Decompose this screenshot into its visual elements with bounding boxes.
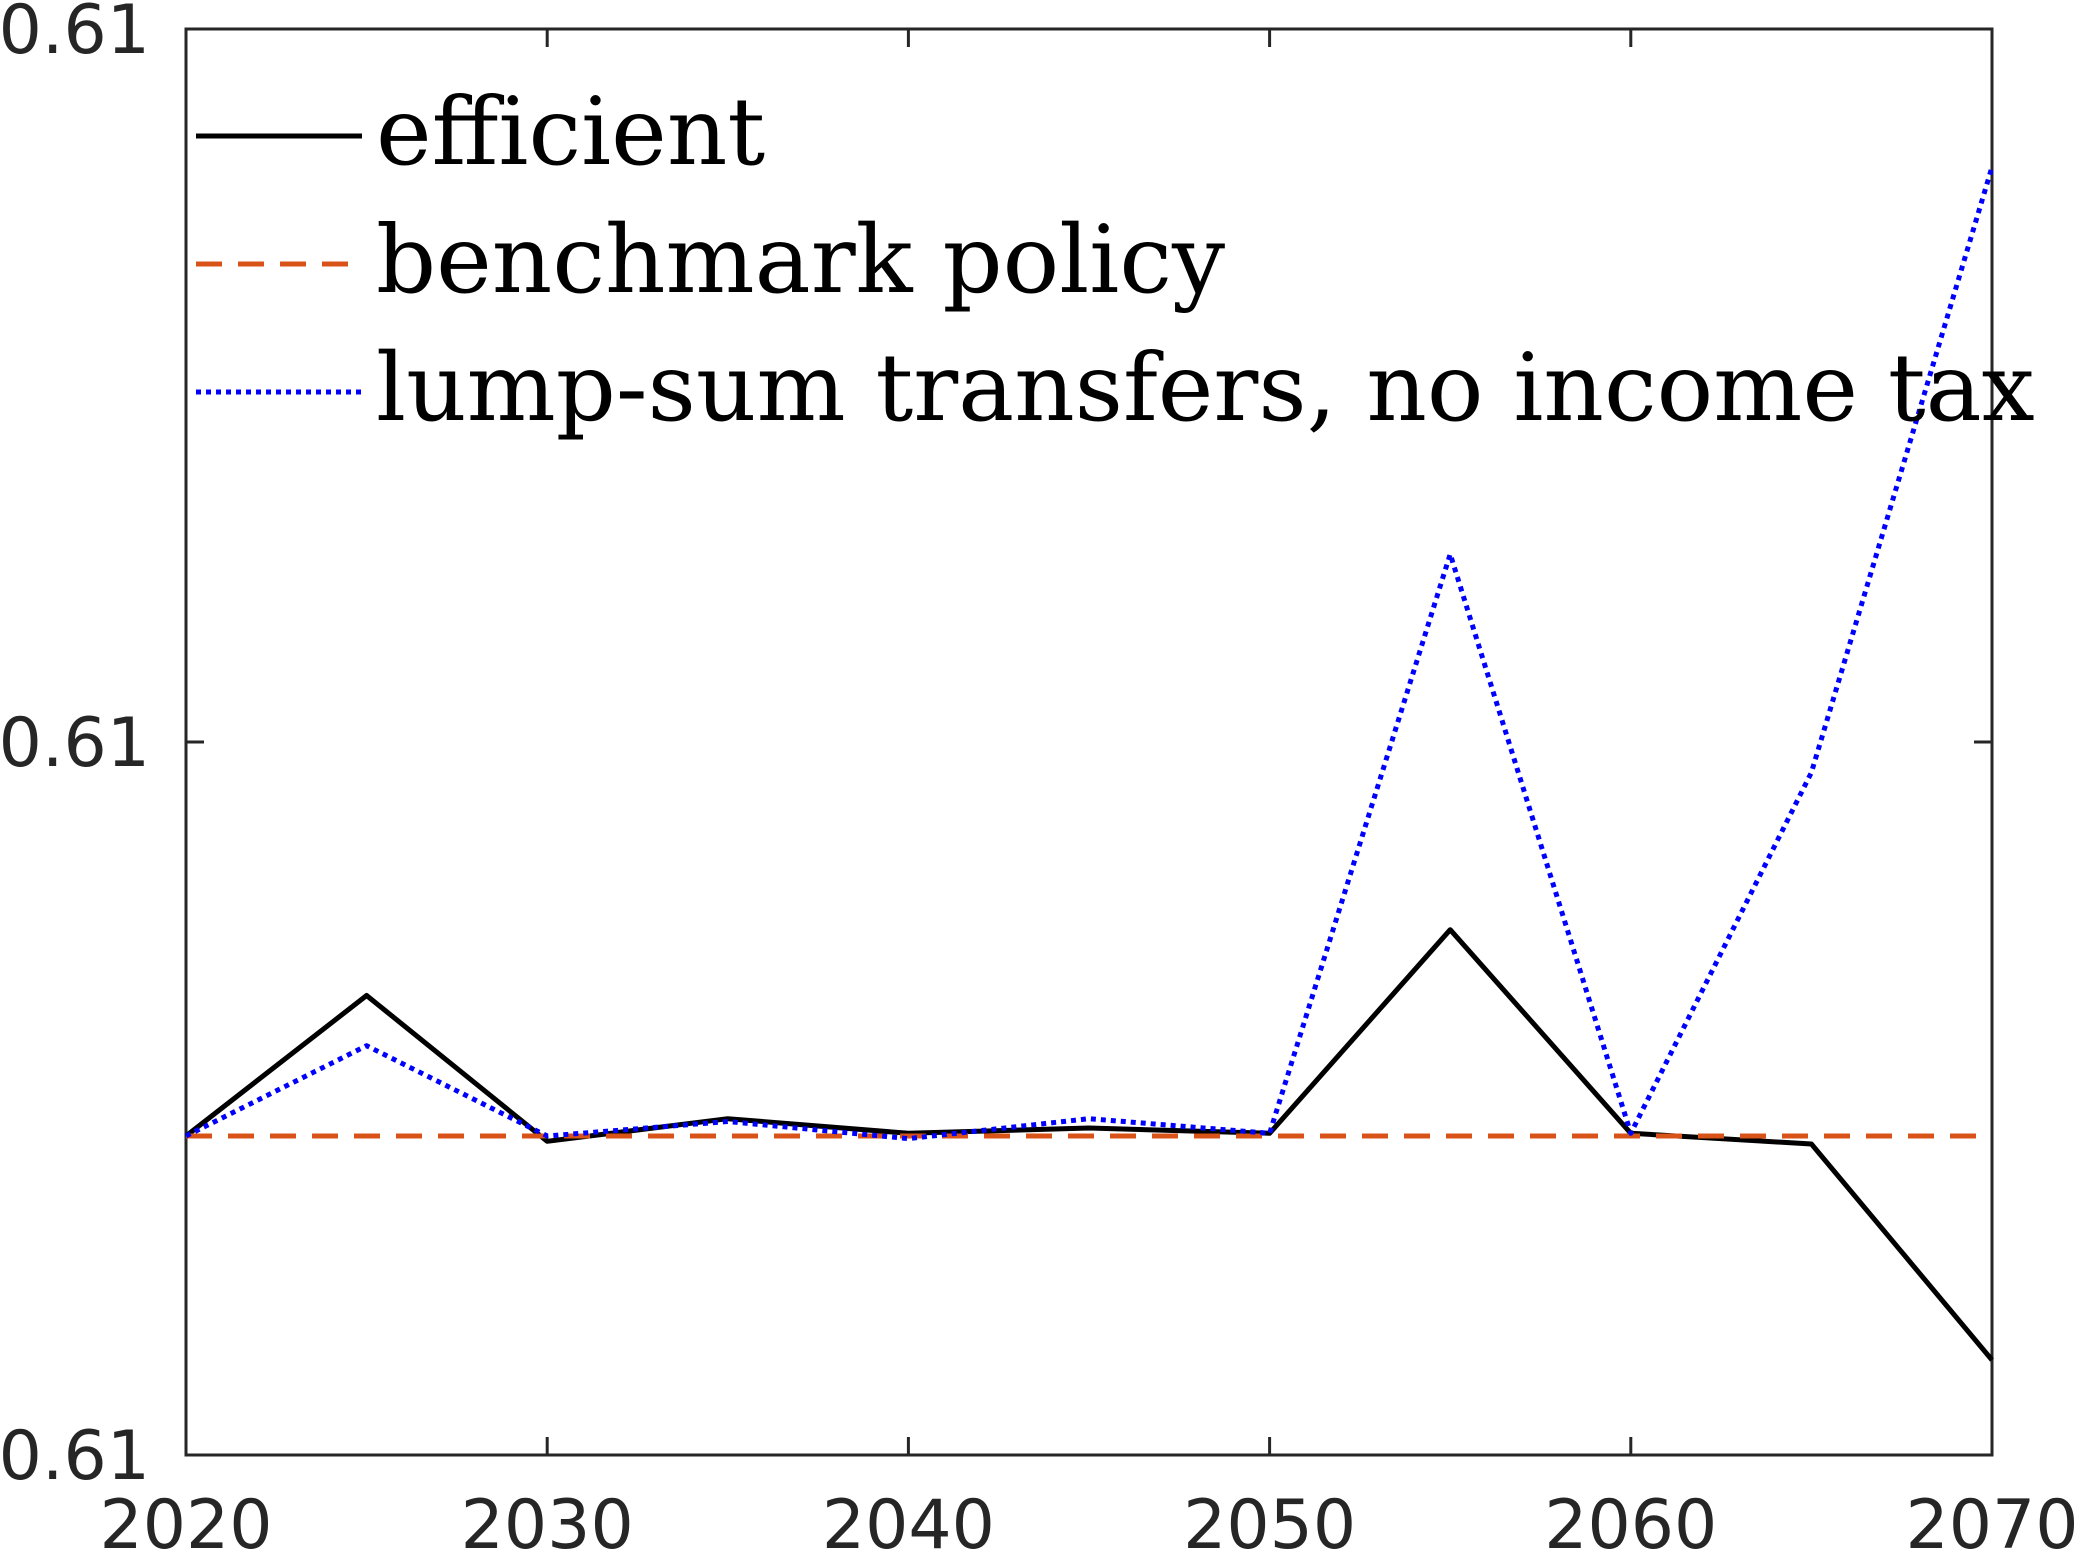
plot-area bbox=[184, 27, 1994, 1457]
x-tick-label: 2060 bbox=[1544, 1486, 1717, 1554]
legend-label-2: benchmark policy bbox=[376, 206, 1225, 315]
x-tick-label: 2050 bbox=[1183, 1486, 1356, 1554]
y-tick-label: 0.61 bbox=[0, 0, 150, 70]
x-tick-label: 2030 bbox=[461, 1486, 634, 1554]
legend-label-3: lump-sum transfers, no income tax bbox=[376, 334, 2035, 443]
legend: efficient benchmark policy lump-sum transf… bbox=[196, 78, 2035, 443]
x-tick-label: 2020 bbox=[99, 1486, 272, 1554]
legend-label-1: efficient bbox=[376, 78, 765, 187]
plot-background bbox=[186, 29, 1992, 1455]
series-layer bbox=[184, 166, 1995, 1362]
x-tick-label: 2070 bbox=[1905, 1486, 2078, 1554]
y-tick-label: 0.61 bbox=[0, 704, 150, 783]
x-tick-label: 2040 bbox=[822, 1486, 995, 1554]
y-tick-label: 0.61 bbox=[0, 1417, 150, 1496]
series-line-1 bbox=[184, 927, 1994, 1362]
